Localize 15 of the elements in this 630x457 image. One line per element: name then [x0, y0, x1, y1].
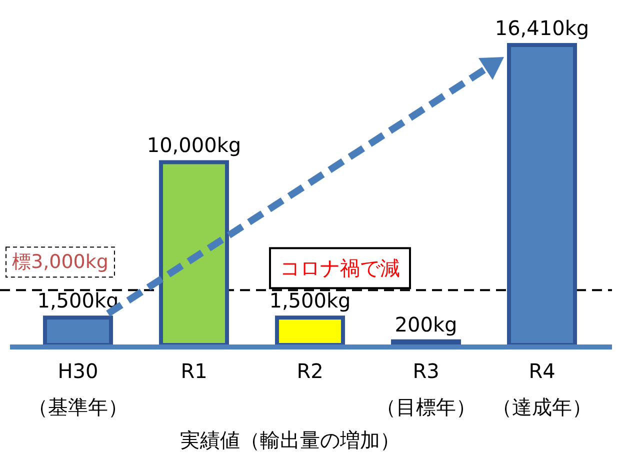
data-label: 200kg: [394, 312, 458, 336]
x-tick-label: R3: [412, 359, 440, 383]
text: （達成年）: [492, 395, 592, 419]
data-label: 16,410kg: [494, 16, 590, 40]
data-label: 10,000kg: [146, 133, 242, 158]
ref-line-label: 標3,000kg: [12, 251, 108, 274]
x-tick-label: R4: [528, 359, 556, 383]
data-label: 1,500kg: [269, 288, 351, 313]
x-tick-label: H30: [58, 359, 98, 383]
text: （基準年）: [28, 395, 128, 419]
annotation: コロナ禍で減: [280, 256, 400, 280]
x-axis-title: 実績値（輸出量の増加）: [180, 428, 400, 452]
x-tick-label: R2: [296, 359, 324, 383]
x-tick-label: R1: [180, 359, 208, 383]
text: （目標年）: [376, 395, 476, 419]
